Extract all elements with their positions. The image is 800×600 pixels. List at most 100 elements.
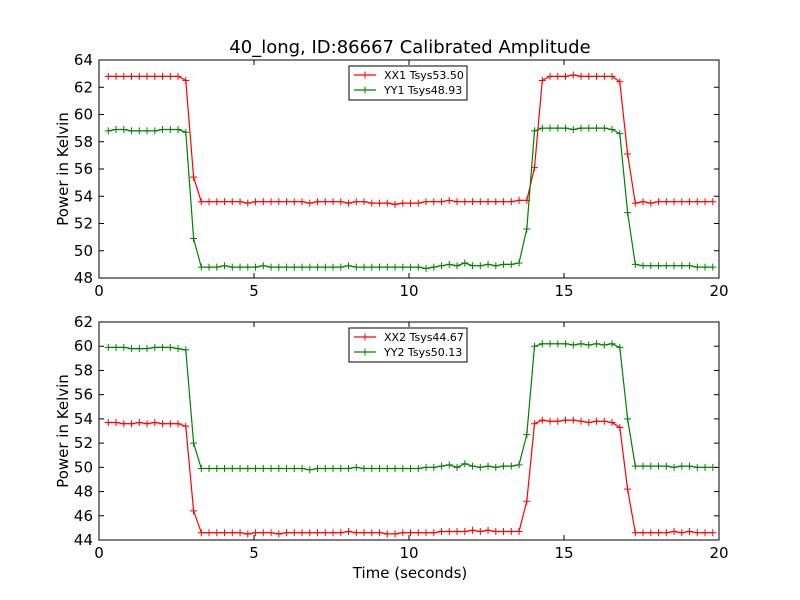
data-point bbox=[422, 264, 430, 272]
data-point bbox=[562, 416, 570, 424]
data-point bbox=[422, 529, 430, 537]
data-point bbox=[283, 465, 291, 473]
data-point bbox=[337, 529, 345, 537]
data-point bbox=[221, 198, 229, 206]
data-point bbox=[531, 164, 539, 172]
data-point bbox=[190, 439, 198, 447]
data-point bbox=[205, 263, 213, 271]
y-tick-label: 54 bbox=[74, 187, 93, 205]
data-point bbox=[515, 196, 523, 204]
data-point bbox=[391, 465, 399, 473]
data-point bbox=[445, 461, 453, 469]
data-point bbox=[655, 462, 663, 470]
data-point bbox=[399, 199, 407, 207]
data-point bbox=[197, 465, 205, 473]
data-point bbox=[616, 423, 624, 431]
data-point bbox=[166, 72, 174, 80]
data-point bbox=[701, 463, 709, 471]
data-point bbox=[267, 529, 275, 537]
data-point bbox=[461, 259, 469, 267]
data-point bbox=[368, 263, 376, 271]
data-point bbox=[391, 200, 399, 208]
data-point bbox=[686, 462, 694, 470]
data-point bbox=[430, 463, 438, 471]
data-point bbox=[275, 530, 283, 538]
data-point bbox=[414, 465, 422, 473]
data-point bbox=[624, 485, 632, 493]
data-point bbox=[453, 198, 461, 206]
plot-panel-1: 0 5 10 15 20 48 50 52 54 56 58 60 62 64 Power in Kelvi… bbox=[54, 51, 729, 300]
data-point bbox=[523, 431, 531, 439]
data-point bbox=[678, 529, 686, 537]
data-point bbox=[445, 196, 453, 204]
data-point bbox=[507, 260, 515, 268]
data-point bbox=[104, 343, 112, 351]
x-tick-label: 20 bbox=[709, 282, 728, 300]
data-point bbox=[461, 198, 469, 206]
data-point bbox=[453, 528, 461, 536]
data-point bbox=[469, 198, 477, 206]
data-point bbox=[221, 262, 229, 270]
data-point bbox=[407, 529, 415, 537]
data-point bbox=[647, 199, 655, 207]
series-line bbox=[108, 419, 713, 535]
data-point bbox=[639, 262, 647, 270]
data-point bbox=[631, 199, 639, 207]
data-point bbox=[608, 72, 616, 80]
data-point bbox=[484, 526, 492, 534]
data-point bbox=[546, 124, 554, 132]
data-point bbox=[693, 263, 701, 271]
data-point bbox=[174, 72, 182, 80]
data-point bbox=[197, 263, 205, 271]
legend-marker bbox=[361, 86, 369, 94]
data-point bbox=[135, 419, 143, 427]
data-point bbox=[383, 530, 391, 538]
y-tick-label: 58 bbox=[74, 133, 93, 151]
data-point bbox=[345, 465, 353, 473]
data-point bbox=[709, 529, 717, 537]
data-point bbox=[407, 465, 415, 473]
legend-marker bbox=[361, 348, 369, 356]
data-point bbox=[329, 263, 337, 271]
data-point bbox=[337, 263, 345, 271]
data-point bbox=[639, 529, 647, 537]
data-point bbox=[593, 124, 601, 132]
data-point bbox=[376, 529, 384, 537]
data-point bbox=[314, 263, 322, 271]
data-point bbox=[701, 529, 709, 537]
data-point bbox=[267, 198, 275, 206]
data-point bbox=[314, 529, 322, 537]
data-point bbox=[500, 462, 508, 470]
y-tick-label: 56 bbox=[74, 160, 93, 178]
data-point bbox=[577, 72, 585, 80]
y-tick-label: 62 bbox=[74, 313, 93, 331]
data-point bbox=[476, 198, 484, 206]
x-tick-label: 20 bbox=[709, 544, 728, 562]
data-point bbox=[360, 465, 368, 473]
data-point bbox=[701, 263, 709, 271]
data-point bbox=[128, 127, 136, 135]
data-point bbox=[593, 417, 601, 425]
data-point bbox=[647, 462, 655, 470]
data-point bbox=[492, 262, 500, 270]
data-point bbox=[182, 346, 190, 354]
data-point bbox=[507, 462, 515, 470]
data-point bbox=[352, 263, 360, 271]
data-point bbox=[159, 343, 167, 351]
y-tick-label: 50 bbox=[74, 458, 93, 476]
data-point bbox=[608, 340, 616, 348]
data-point bbox=[329, 529, 337, 537]
data-point bbox=[321, 529, 329, 537]
series-2 bbox=[104, 340, 717, 474]
data-point bbox=[647, 262, 655, 270]
data-point bbox=[453, 262, 461, 270]
y-tick-label: 48 bbox=[74, 269, 93, 287]
data-point bbox=[686, 262, 694, 270]
data-point bbox=[112, 72, 120, 80]
data-point bbox=[678, 262, 686, 270]
legend-label: YY2 Tsys50.13 bbox=[383, 346, 462, 359]
data-point bbox=[414, 529, 422, 537]
data-point bbox=[577, 340, 585, 348]
data-point bbox=[662, 262, 670, 270]
data-point bbox=[135, 127, 143, 135]
